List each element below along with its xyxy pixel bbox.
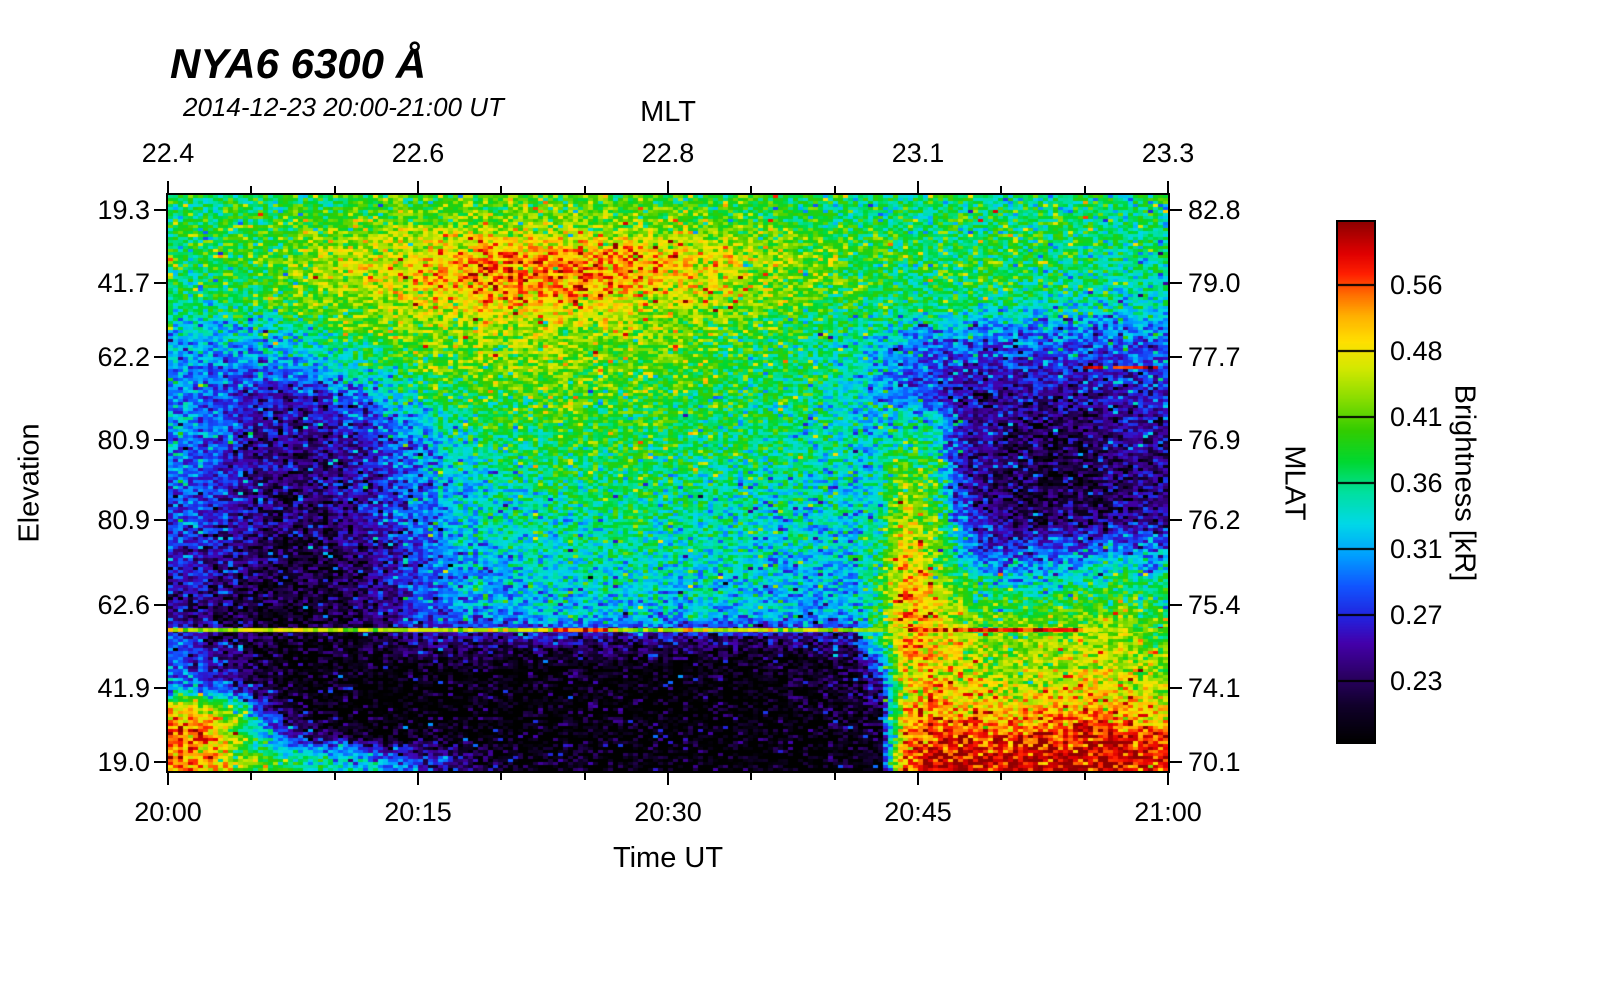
plot-title: NYA6 6300 Å — [170, 40, 427, 87]
heatmap-canvas — [168, 195, 1168, 771]
bottom-tick-mark — [167, 773, 169, 785]
bottom-tick-mark — [667, 773, 669, 785]
left-tick-label: 80.9 — [97, 504, 150, 535]
top-minor-tick-mark — [1000, 186, 1003, 193]
right-axis-label: MLAT — [1278, 445, 1311, 521]
bottom-tick-mark — [417, 773, 419, 785]
bottom-minor-tick-mark — [583, 773, 586, 780]
right-tick-mark — [1170, 355, 1182, 358]
left-tick-mark — [154, 355, 166, 358]
right-tick-label: 70.1 — [1188, 746, 1241, 777]
top-tick-mark — [667, 181, 669, 193]
right-tick-mark — [1170, 760, 1182, 763]
bottom-tick-mark — [917, 773, 919, 785]
top-minor-tick-mark — [250, 186, 253, 193]
top-tick-mark — [1167, 181, 1169, 193]
right-tick-mark — [1170, 687, 1182, 690]
top-tick-label: 23.1 — [891, 138, 945, 168]
left-tick-label: 41.7 — [97, 268, 150, 299]
left-tick-mark — [154, 208, 166, 211]
left-axis-label: Elevation — [13, 423, 46, 543]
top-minor-tick-mark — [1083, 186, 1086, 193]
bottom-tick-label: 20:00 — [134, 797, 202, 827]
top-minor-tick-mark — [333, 186, 336, 193]
bottom-minor-tick-mark — [1083, 773, 1086, 780]
bottom-minor-tick-mark — [333, 773, 336, 780]
bottom-tick-label: 21:00 — [1134, 797, 1202, 827]
left-tick-label: 80.9 — [97, 424, 150, 455]
bottom-minor-tick-mark — [833, 773, 836, 780]
top-minor-tick-mark — [583, 186, 586, 193]
right-tick-label: 75.4 — [1188, 590, 1241, 621]
bottom-axis-label: Time UT — [612, 842, 724, 874]
bottom-tick-label: 20:45 — [884, 797, 952, 827]
colorbar-tick-label: 0.56 — [1390, 269, 1443, 300]
right-tick-mark — [1170, 438, 1182, 441]
left-tick-mark — [154, 687, 166, 690]
bottom-minor-tick-mark — [250, 773, 253, 780]
right-tick-mark — [1170, 282, 1182, 285]
right-tick-label: 82.8 — [1188, 194, 1241, 225]
bottom-minor-tick-mark — [1000, 773, 1003, 780]
top-tick-label: 22.4 — [141, 138, 195, 168]
colorbar-tick-label: 0.48 — [1390, 335, 1443, 366]
right-tick-label: 77.7 — [1188, 341, 1241, 372]
top-tick-mark — [417, 181, 419, 193]
colorbar-tick-label: 0.23 — [1390, 666, 1443, 697]
left-tick-mark — [154, 760, 166, 763]
right-tick-label: 79.0 — [1188, 268, 1241, 299]
top-tick-label: 22.6 — [391, 138, 445, 168]
top-tick-label: 23.3 — [1141, 138, 1195, 168]
right-tick-mark — [1170, 518, 1182, 521]
bottom-tick-label: 20:15 — [384, 797, 452, 827]
top-minor-tick-mark — [750, 186, 753, 193]
left-tick-label: 62.6 — [97, 590, 150, 621]
left-tick-label: 19.3 — [97, 194, 150, 225]
left-tick-mark — [154, 604, 166, 607]
right-tick-mark — [1170, 208, 1182, 211]
plot-subtitle: 2014-12-23 20:00-21:00 UT — [183, 92, 504, 122]
left-tick-mark — [154, 282, 166, 285]
bottom-minor-tick-mark — [500, 773, 503, 780]
bottom-minor-tick-mark — [750, 773, 753, 780]
left-tick-label: 41.9 — [97, 673, 150, 704]
colorbar-label: Brightness [kR] — [1448, 384, 1481, 582]
top-axis-label: MLT — [640, 96, 696, 128]
colorbar-tick-label: 0.27 — [1390, 600, 1443, 631]
top-tick-mark — [917, 181, 919, 193]
left-tick-mark — [154, 438, 166, 441]
right-tick-mark — [1170, 604, 1182, 607]
colorbar-frame — [1336, 220, 1376, 744]
top-minor-tick-mark — [500, 186, 503, 193]
bottom-tick-mark — [1167, 773, 1169, 785]
right-tick-label: 74.1 — [1188, 673, 1241, 704]
top-minor-tick-mark — [833, 186, 836, 193]
left-tick-mark — [154, 518, 166, 521]
colorbar-canvas — [1338, 222, 1374, 742]
top-tick-mark — [167, 181, 169, 193]
top-tick-label: 22.8 — [641, 138, 695, 168]
left-tick-label: 19.0 — [97, 746, 150, 777]
bottom-tick-label: 20:30 — [634, 797, 702, 827]
left-tick-label: 62.2 — [97, 341, 150, 372]
plot-frame — [166, 193, 1170, 773]
